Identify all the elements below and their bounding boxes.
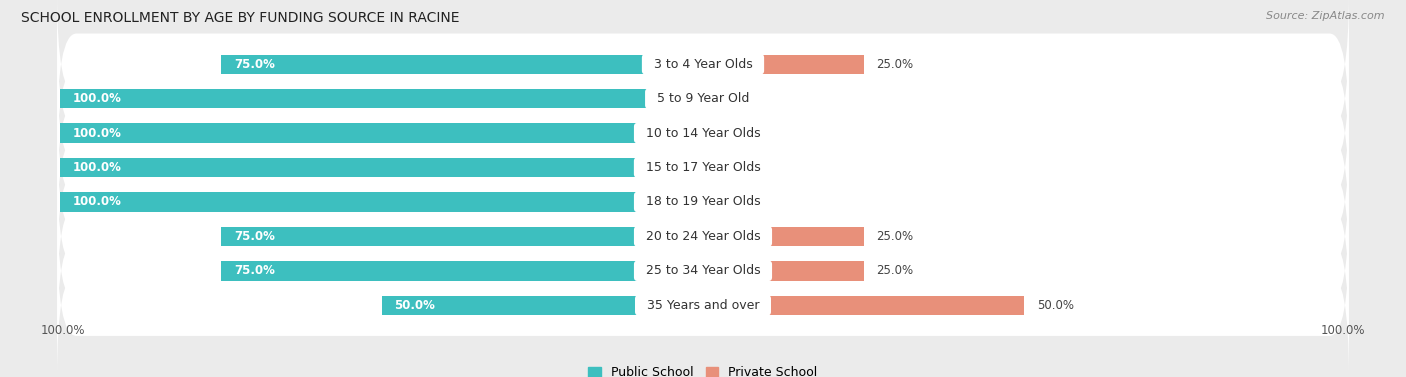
Bar [221,55,703,74]
Bar [221,261,703,280]
Text: 75.0%: 75.0% [233,264,274,277]
Text: 50.0%: 50.0% [395,299,436,312]
Text: 100.0%: 100.0% [1320,324,1365,337]
Text: 50.0%: 50.0% [1038,299,1074,312]
Bar [60,123,703,143]
Text: 100.0%: 100.0% [73,92,122,105]
FancyBboxPatch shape [58,164,1348,309]
Bar [703,296,1025,315]
Text: 75.0%: 75.0% [233,230,274,243]
Bar [60,89,703,108]
Text: SCHOOL ENROLLMENT BY AGE BY FUNDING SOURCE IN RACINE: SCHOOL ENROLLMENT BY AGE BY FUNDING SOUR… [21,11,460,25]
Text: 75.0%: 75.0% [233,58,274,70]
Text: Source: ZipAtlas.com: Source: ZipAtlas.com [1267,11,1385,21]
Text: 3 to 4 Year Olds: 3 to 4 Year Olds [645,58,761,70]
Text: 100.0%: 100.0% [73,127,122,139]
Text: 0.0%: 0.0% [723,161,752,174]
Text: 5 to 9 Year Old: 5 to 9 Year Old [648,92,758,105]
Text: 20 to 24 Year Olds: 20 to 24 Year Olds [638,230,768,243]
FancyBboxPatch shape [58,198,1348,343]
Bar [703,55,863,74]
Bar [381,296,703,315]
FancyBboxPatch shape [58,26,1348,171]
Text: 18 to 19 Year Olds: 18 to 19 Year Olds [638,195,768,208]
Legend: Public School, Private School: Public School, Private School [588,366,818,377]
Bar [221,227,703,246]
FancyBboxPatch shape [58,129,1348,274]
Bar [60,158,703,177]
Text: 25 to 34 Year Olds: 25 to 34 Year Olds [638,264,768,277]
FancyBboxPatch shape [58,233,1348,377]
FancyBboxPatch shape [58,95,1348,240]
Text: 0.0%: 0.0% [723,92,752,105]
FancyBboxPatch shape [58,0,1348,137]
Text: 100.0%: 100.0% [73,161,122,174]
FancyBboxPatch shape [58,60,1348,206]
Text: 0.0%: 0.0% [723,127,752,139]
Text: 25.0%: 25.0% [876,264,914,277]
Text: 35 Years and over: 35 Years and over [638,299,768,312]
Text: 25.0%: 25.0% [876,58,914,70]
Bar [703,227,863,246]
Bar [60,192,703,211]
Text: 25.0%: 25.0% [876,230,914,243]
Text: 15 to 17 Year Olds: 15 to 17 Year Olds [638,161,768,174]
Bar [703,261,863,280]
Text: 100.0%: 100.0% [41,324,86,337]
Text: 0.0%: 0.0% [723,195,752,208]
Text: 100.0%: 100.0% [73,195,122,208]
Text: 10 to 14 Year Olds: 10 to 14 Year Olds [638,127,768,139]
